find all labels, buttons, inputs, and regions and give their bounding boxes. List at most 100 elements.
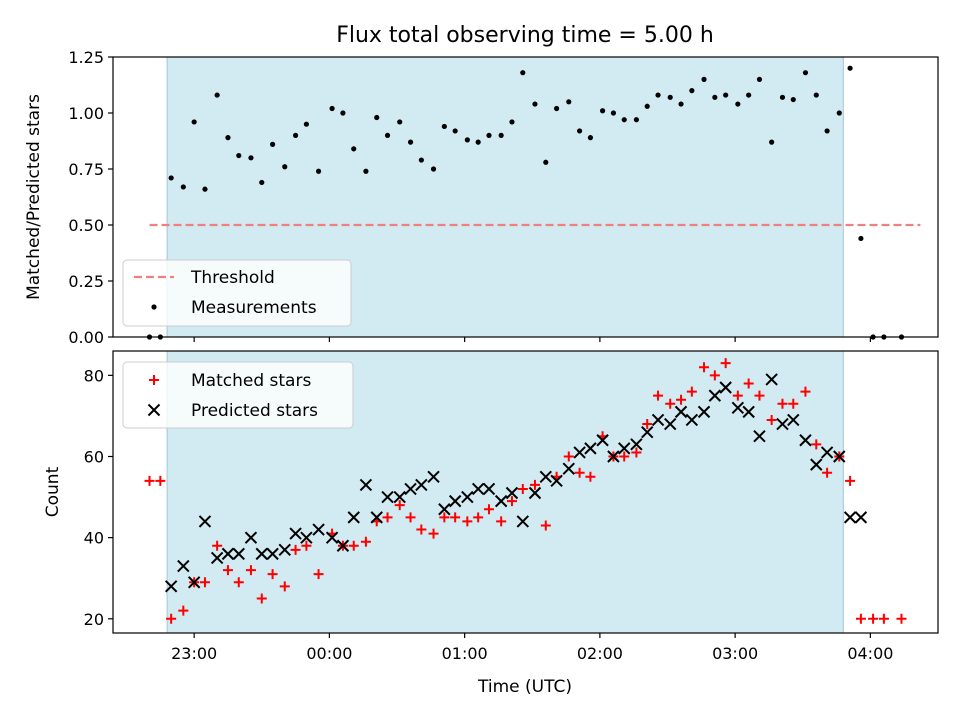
matched-point bbox=[676, 394, 687, 405]
legend-threshold-label: Threshold bbox=[190, 268, 275, 288]
predicted-point bbox=[550, 474, 563, 488]
matched-point bbox=[473, 512, 484, 523]
matched-point bbox=[574, 467, 585, 478]
matched-point bbox=[416, 524, 427, 535]
legend-box bbox=[122, 361, 354, 429]
matched-point bbox=[290, 544, 301, 555]
measurement-point bbox=[587, 135, 594, 141]
ratio-panel: 0.00 0.25 0.50 0.75 1.00 1.25 Threshold Measure… bbox=[68, 48, 939, 347]
measurement-point bbox=[430, 166, 437, 172]
measurement-point bbox=[191, 119, 197, 125]
predicted-point bbox=[787, 413, 800, 427]
measurement-point bbox=[236, 152, 242, 159]
predicted-point bbox=[731, 401, 745, 415]
matched-point bbox=[348, 540, 359, 551]
measurement-point bbox=[576, 128, 583, 134]
matched-point bbox=[405, 512, 416, 523]
matched-point bbox=[382, 512, 393, 523]
matched-point bbox=[462, 516, 473, 527]
measurement-point bbox=[214, 92, 220, 98]
measurement-point bbox=[452, 128, 458, 134]
measurement-point bbox=[374, 114, 380, 121]
matched-point bbox=[642, 419, 653, 430]
y-tick-label: 0.50 bbox=[68, 216, 104, 235]
predicted-point bbox=[325, 531, 339, 544]
measurement-point bbox=[292, 132, 299, 138]
measurement-point bbox=[329, 105, 335, 112]
predicted-point bbox=[843, 511, 857, 524]
chart-title: Flux total observing time = 5.00 h bbox=[336, 23, 714, 48]
predicted-point bbox=[810, 458, 823, 471]
matched-point bbox=[483, 504, 494, 515]
measurement-point bbox=[667, 94, 673, 100]
predicted-point bbox=[359, 478, 373, 492]
predicted-point bbox=[232, 547, 245, 561]
matched-point bbox=[506, 496, 517, 507]
predicted-point bbox=[187, 576, 201, 589]
y-tick-label: 20 bbox=[84, 610, 104, 629]
predicted-point bbox=[664, 417, 677, 431]
matched-point bbox=[428, 528, 439, 539]
predicted-point bbox=[482, 482, 496, 496]
series-predicted bbox=[164, 373, 868, 593]
measurement-point bbox=[746, 92, 752, 98]
matched-point bbox=[619, 451, 630, 462]
y-tick-label: 60 bbox=[84, 447, 104, 466]
legend-matched-label: Matched stars bbox=[191, 371, 311, 391]
measurement-point bbox=[689, 88, 695, 94]
legend-matched-swatch bbox=[149, 375, 159, 385]
legend: Threshold Measurements bbox=[122, 259, 352, 327]
predicted-point bbox=[516, 515, 530, 528]
measurement-point bbox=[464, 137, 470, 143]
predicted-point bbox=[776, 417, 789, 431]
measurement-point bbox=[790, 96, 796, 103]
predicted-point bbox=[336, 539, 350, 552]
matched-point bbox=[665, 398, 676, 409]
predicted-point bbox=[381, 490, 394, 504]
predicted-point bbox=[404, 482, 417, 496]
measurement-point bbox=[168, 175, 174, 181]
matched-point bbox=[868, 613, 879, 624]
matched-point bbox=[777, 398, 788, 409]
matched-point bbox=[631, 447, 642, 458]
predicted-point bbox=[651, 413, 665, 427]
matched-point bbox=[222, 565, 233, 576]
measurement-point bbox=[756, 76, 763, 82]
matched-point bbox=[686, 386, 697, 397]
predicted-point bbox=[799, 434, 812, 447]
matched-point bbox=[301, 540, 312, 551]
predicted-point bbox=[820, 446, 834, 459]
y-tick-label: 0.75 bbox=[68, 160, 104, 179]
measurement-point bbox=[644, 103, 650, 109]
predicted-point bbox=[562, 462, 575, 475]
predicted-point bbox=[221, 547, 235, 561]
matched-point bbox=[496, 516, 507, 527]
matched-point bbox=[212, 540, 223, 551]
matched-point bbox=[394, 500, 405, 511]
legend-measurement-swatch bbox=[151, 304, 157, 310]
measurement-point bbox=[678, 101, 684, 107]
matched-point bbox=[800, 386, 811, 397]
legend-predicted-swatch bbox=[147, 403, 161, 417]
predicted-point bbox=[415, 478, 428, 492]
bottom-y-axis-label: Count bbox=[43, 466, 63, 517]
matched-point bbox=[732, 390, 743, 401]
predicted-point bbox=[539, 470, 552, 483]
matched-point bbox=[256, 593, 267, 604]
matched-point bbox=[517, 483, 528, 494]
matched-point bbox=[439, 512, 450, 523]
matched-point bbox=[720, 358, 731, 369]
matched-point bbox=[743, 378, 754, 389]
axes-frame bbox=[112, 350, 939, 634]
x-tick-label: 00:00 bbox=[306, 644, 352, 663]
predicted-point bbox=[177, 559, 190, 573]
predicted-point bbox=[685, 413, 699, 427]
measurement-point bbox=[566, 99, 572, 105]
measurement-point bbox=[554, 105, 560, 112]
matched-point bbox=[313, 569, 324, 580]
measurement-point bbox=[259, 179, 265, 186]
matched-point bbox=[279, 581, 290, 592]
measurement-point bbox=[813, 92, 819, 98]
predicted-point bbox=[448, 494, 462, 508]
